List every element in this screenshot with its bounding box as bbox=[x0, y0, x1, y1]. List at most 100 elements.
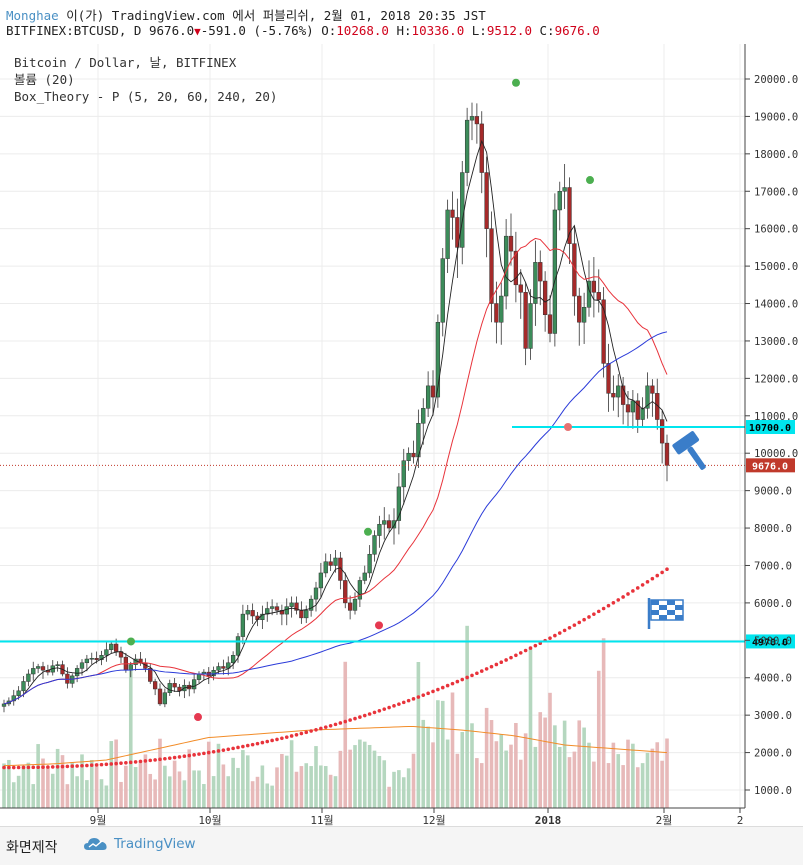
signal-marker bbox=[127, 637, 135, 646]
price-chart[interactable]: 10700.0 4970.0 9676.0 1000.0 2000.0 3000.0 40… bbox=[0, 44, 803, 826]
volume-bar bbox=[401, 777, 406, 808]
ma240-dot bbox=[163, 756, 167, 761]
ma240-dot bbox=[114, 761, 118, 766]
snapshot-label[interactable]: 화면제작 bbox=[6, 840, 58, 856]
candle-body bbox=[455, 217, 460, 248]
candle-body bbox=[382, 520, 387, 525]
candle-body bbox=[635, 400, 640, 420]
candle-body bbox=[21, 681, 26, 692]
ma240-dot bbox=[36, 765, 40, 770]
ma240-dot bbox=[616, 598, 621, 602]
candle-body bbox=[547, 314, 553, 334]
volume-bar bbox=[557, 746, 562, 808]
ma240-dot bbox=[206, 750, 211, 755]
ma240-dot bbox=[99, 762, 104, 767]
volume-bar bbox=[85, 780, 89, 808]
ma240-dot bbox=[455, 679, 460, 684]
volume-bar bbox=[31, 784, 36, 808]
volume-bar bbox=[577, 720, 582, 808]
y-tick-label: 15000.0 bbox=[754, 261, 798, 273]
checkered-flag-icon[interactable] bbox=[647, 598, 684, 629]
candle-body bbox=[499, 295, 504, 323]
volume-bar bbox=[367, 744, 372, 808]
volume-bar bbox=[436, 700, 440, 808]
candle-body bbox=[299, 610, 304, 619]
candle-body bbox=[464, 119, 470, 173]
volume-bar bbox=[538, 712, 543, 808]
ma240-dot bbox=[94, 763, 99, 767]
ma240-dot bbox=[70, 764, 75, 769]
volume-bar bbox=[163, 765, 167, 808]
ma240-dot bbox=[245, 743, 250, 748]
ma240-dot bbox=[294, 732, 299, 737]
ma240-dot bbox=[353, 716, 357, 721]
ma240-dot bbox=[197, 752, 201, 756]
x-tick-label: 2 bbox=[737, 814, 744, 826]
volume-bar bbox=[236, 767, 240, 808]
ma240-dot bbox=[250, 742, 255, 747]
volume-bar bbox=[450, 692, 455, 808]
volume-bar bbox=[65, 784, 70, 808]
ma240-dot bbox=[128, 760, 133, 765]
ma240-dot bbox=[75, 764, 79, 768]
volume-bar bbox=[460, 731, 465, 808]
ma240-dot bbox=[358, 715, 362, 719]
price-axis[interactable]: 1000.0 2000.0 3000.0 4000.0 5000.0 6000.0 7000… bbox=[745, 74, 798, 797]
footer: 화면제작 TradingView bbox=[0, 826, 803, 865]
volume-bar bbox=[582, 727, 586, 808]
y-tick-label: 9000.0 bbox=[754, 486, 792, 498]
candle-body bbox=[26, 673, 31, 682]
ma240-dot bbox=[46, 765, 50, 769]
volume-bar bbox=[75, 776, 79, 808]
ma240-dot bbox=[465, 675, 469, 680]
volume-bar bbox=[440, 700, 445, 808]
volume-bar bbox=[601, 638, 606, 808]
volume-bar bbox=[99, 779, 104, 808]
volume-bar bbox=[455, 753, 460, 808]
legend-title: Bitcoin / Dollar, 날, BITFINEX bbox=[14, 55, 237, 70]
candle-body bbox=[109, 643, 114, 650]
ma240-dot bbox=[333, 722, 338, 727]
y-tick-label: 6000.0 bbox=[754, 598, 792, 610]
last-price-label: 9676.0 bbox=[149, 23, 195, 38]
ma240-dot bbox=[582, 617, 586, 622]
ma240-dot bbox=[2, 765, 6, 770]
volume-bar bbox=[382, 760, 387, 808]
ma240-dot bbox=[572, 623, 577, 627]
volume-bar bbox=[475, 758, 479, 808]
moving-averages bbox=[2, 139, 669, 770]
tradingview-logo[interactable]: TradingView bbox=[84, 836, 196, 852]
candle-body bbox=[655, 393, 660, 420]
y-tick-label: 17000.0 bbox=[754, 186, 798, 198]
ma240-dot bbox=[216, 749, 221, 753]
volume-bar bbox=[221, 764, 226, 808]
candle-body bbox=[401, 460, 406, 488]
volume-bar bbox=[94, 763, 99, 808]
volume-bar bbox=[465, 625, 469, 808]
candle-body bbox=[294, 602, 299, 611]
candle-body bbox=[157, 688, 163, 705]
volume-bar bbox=[119, 781, 123, 808]
volume-bar bbox=[231, 757, 235, 808]
y-tick-label: 18000.0 bbox=[754, 149, 798, 161]
volume-bar bbox=[26, 762, 31, 808]
ma240-dot bbox=[275, 737, 279, 742]
candle-body bbox=[250, 610, 255, 617]
author-link[interactable]: Monghae bbox=[6, 8, 59, 23]
time-axis[interactable]: 9월 10월 11월 12월 2018 2월 2 bbox=[90, 808, 744, 826]
signal-markers bbox=[127, 78, 594, 722]
candle-body bbox=[596, 292, 601, 301]
ma240-dot bbox=[548, 636, 552, 640]
volume-bar bbox=[592, 761, 596, 808]
ma240-dot bbox=[143, 759, 148, 763]
y-tick-label: 20000.0 bbox=[754, 74, 798, 86]
candle-body bbox=[513, 250, 519, 286]
gavel-icon[interactable] bbox=[672, 430, 715, 476]
signal-marker bbox=[375, 621, 383, 630]
grid bbox=[0, 44, 745, 808]
candle-body bbox=[240, 613, 246, 637]
signal-marker bbox=[564, 423, 572, 432]
ma240-dot bbox=[85, 763, 89, 768]
volume-bar bbox=[294, 771, 299, 808]
volume-bar bbox=[70, 763, 75, 808]
